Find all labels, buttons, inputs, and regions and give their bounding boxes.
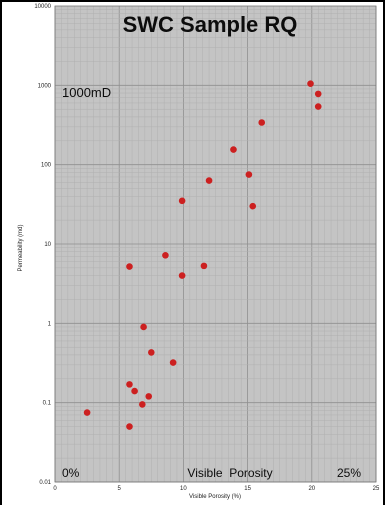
y-tick-label: 100 bbox=[41, 163, 52, 169]
x-tick-label: 0 bbox=[53, 486, 57, 492]
y-tick-label: 1000 bbox=[38, 83, 52, 89]
axis-ticks: 0 5 10 15 20 25 0.01 0.1 1 10 100 1000 10000 bbox=[34, 4, 380, 492]
data-point bbox=[148, 349, 155, 356]
data-point bbox=[169, 359, 177, 366]
porosity-min-annotation: 0% bbox=[62, 466, 80, 480]
porosity-label-annotation: Visible Porosity bbox=[187, 466, 272, 480]
chart-frame-left-border bbox=[0, 0, 2, 505]
y-tick-label: 10 bbox=[44, 242, 51, 248]
data-point bbox=[314, 90, 322, 98]
data-point bbox=[178, 197, 186, 205]
data-point bbox=[205, 177, 213, 184]
y-tick-label: 0.1 bbox=[43, 401, 52, 407]
chart-title: SWC Sample RQ bbox=[123, 12, 298, 37]
data-points bbox=[83, 80, 322, 430]
data-point bbox=[249, 202, 257, 210]
porosity-max-annotation: 25% bbox=[337, 466, 361, 480]
y-tick-label: 10000 bbox=[34, 4, 51, 10]
data-point bbox=[314, 103, 322, 110]
x-tick-label: 5 bbox=[118, 486, 122, 492]
chart-frame-right-border bbox=[383, 0, 385, 505]
grid-lines bbox=[54, 6, 377, 483]
data-point bbox=[139, 401, 146, 408]
x-axis-title: Visible Porosity (%) bbox=[189, 494, 241, 500]
x-tick-label: 20 bbox=[308, 486, 315, 492]
x-tick-label: 15 bbox=[244, 486, 251, 492]
chart-frame-top-border bbox=[0, 0, 385, 2]
data-point bbox=[258, 119, 266, 126]
permeability-marker-annotation: 1000mD bbox=[62, 85, 111, 100]
y-axis-title: Permeability (md) bbox=[18, 224, 24, 271]
data-point bbox=[245, 171, 253, 178]
y-tick-label: 1 bbox=[48, 321, 52, 327]
data-point bbox=[83, 409, 91, 416]
data-point bbox=[200, 262, 208, 270]
data-point bbox=[131, 387, 138, 395]
data-point bbox=[140, 323, 147, 331]
plot-border bbox=[54, 5, 377, 483]
data-point bbox=[230, 146, 237, 153]
x-tick-label: 25 bbox=[373, 486, 380, 492]
data-point bbox=[145, 393, 153, 400]
data-point bbox=[126, 423, 133, 430]
data-point bbox=[126, 263, 133, 270]
x-tick-label: 10 bbox=[180, 486, 187, 492]
data-point bbox=[126, 381, 133, 388]
data-point bbox=[178, 272, 186, 279]
data-point bbox=[307, 80, 314, 87]
y-tick-label: 0.01 bbox=[39, 480, 51, 486]
data-point bbox=[162, 252, 169, 259]
